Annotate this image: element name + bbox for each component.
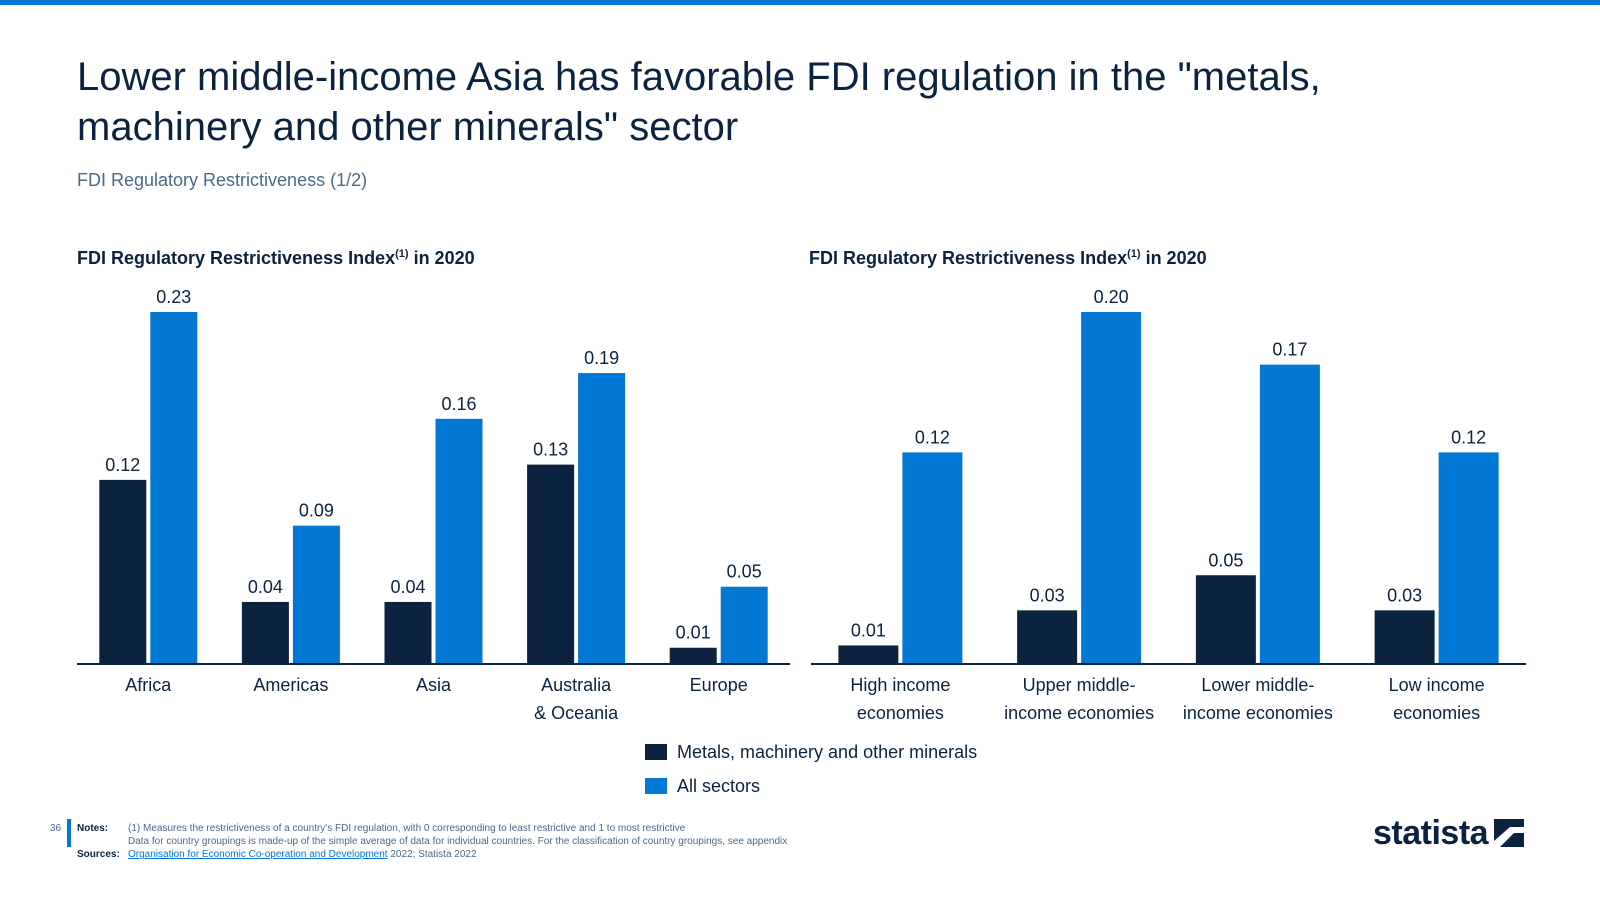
bar-chart0-s1-c1 bbox=[292, 525, 340, 663]
category-label-chart1-c3-l0: Low income bbox=[1389, 675, 1485, 695]
bar-chart0-s1-c2 bbox=[435, 418, 483, 663]
bar-chart1-s0-c1 bbox=[1017, 610, 1078, 663]
notes-line-1: (1) Measures the restrictiveness of a co… bbox=[128, 823, 686, 834]
data-label-chart0-s1-c3: 0.19 bbox=[584, 348, 619, 368]
data-label-chart0-s1-c4: 0.05 bbox=[727, 562, 762, 582]
bar-chart0-s0-c2 bbox=[384, 601, 432, 663]
data-label-chart0-s1-c1: 0.09 bbox=[299, 501, 334, 521]
chart-legend: Metals, machinery and other minerals All… bbox=[645, 735, 977, 803]
data-label-chart0-s1-c2: 0.16 bbox=[441, 394, 476, 414]
notes-label: Notes: bbox=[77, 823, 109, 834]
bar-chart0-s1-c4 bbox=[720, 586, 768, 663]
chart-right-title-text: FDI Regulatory Restrictiveness Index bbox=[809, 248, 1128, 268]
category-label-chart1-c0-l1: economies bbox=[857, 703, 944, 723]
bar-chart1-s1-c2 bbox=[1259, 364, 1320, 663]
legend-item-metals: Metals, machinery and other minerals bbox=[645, 735, 977, 769]
sources-link[interactable]: Organisation for Economic Co-operation a… bbox=[128, 849, 388, 860]
data-label-chart0-s0-c2: 0.04 bbox=[390, 577, 425, 597]
chart-right-title-sup: (1) bbox=[1127, 248, 1141, 260]
legend-swatch-all-sectors bbox=[645, 778, 667, 794]
data-label-chart1-s1-c2: 0.17 bbox=[1272, 340, 1307, 360]
notes-line-2: Data for country groupings is made-up of… bbox=[128, 836, 788, 847]
category-label-chart1-c0-l0: High income bbox=[850, 675, 950, 695]
category-label-chart0-c3-l0: Australia bbox=[541, 675, 612, 695]
top-accent-bar bbox=[0, 0, 1600, 5]
legend-item-all-sectors: All sectors bbox=[645, 769, 977, 803]
category-label-chart0-c3-l1: & Oceania bbox=[534, 703, 619, 723]
data-label-chart1-s0-c0: 0.01 bbox=[851, 620, 886, 640]
logo-text: statista bbox=[1373, 813, 1489, 852]
category-label-chart0-c0-l0: Africa bbox=[125, 675, 172, 695]
category-label-chart0-c4-l0: Europe bbox=[690, 675, 748, 695]
data-label-chart1-s0-c2: 0.05 bbox=[1208, 550, 1243, 570]
chart-right-title: FDI Regulatory Restrictiveness Index(1) … bbox=[809, 248, 1207, 269]
data-label-chart1-s0-c1: 0.03 bbox=[1030, 585, 1065, 605]
bar-chart0-s0-c0 bbox=[99, 479, 147, 663]
chart-left-title: FDI Regulatory Restrictiveness Index(1) … bbox=[77, 248, 475, 269]
bar-chart1-s1-c0 bbox=[902, 452, 963, 663]
category-label-chart1-c1-l1: income economies bbox=[1004, 703, 1154, 723]
category-label-chart1-c2-l0: Lower middle- bbox=[1201, 675, 1314, 695]
statista-logo-icon bbox=[1494, 819, 1525, 847]
legend-label-all-sectors: All sectors bbox=[677, 775, 761, 796]
bar-chart1-s0-c2 bbox=[1195, 575, 1256, 663]
page-subtitle: FDI Regulatory Restrictiveness (1/2) bbox=[77, 170, 368, 190]
bar-chart1-s0-c3 bbox=[1374, 610, 1435, 663]
bar-chart0-s1-c0 bbox=[150, 312, 198, 663]
footer-accent-bar bbox=[67, 819, 71, 847]
statista-logo[interactable]: statista bbox=[1373, 813, 1525, 853]
data-label-chart1-s1-c3: 0.12 bbox=[1451, 427, 1486, 447]
data-label-chart1-s0-c3: 0.03 bbox=[1387, 585, 1422, 605]
data-label-chart1-s1-c0: 0.12 bbox=[915, 427, 950, 447]
bar-chart0-s1-c3 bbox=[578, 373, 626, 663]
chart-left-title-suffix: in 2020 bbox=[408, 248, 475, 268]
category-label-chart0-c1-l0: Americas bbox=[253, 675, 328, 695]
legend-label-metals: Metals, machinery and other minerals bbox=[677, 741, 978, 762]
legend-swatch-metals bbox=[645, 744, 667, 760]
chart-left-title-text: FDI Regulatory Restrictiveness Index bbox=[77, 248, 396, 268]
chart-left-title-sup: (1) bbox=[395, 248, 409, 260]
sources-label: Sources: bbox=[77, 849, 120, 860]
data-label-chart0-s1-c0: 0.23 bbox=[156, 287, 191, 307]
bar-chart0-s0-c3 bbox=[527, 464, 575, 663]
data-label-chart0-s0-c3: 0.13 bbox=[533, 440, 568, 460]
data-label-chart1-s1-c1: 0.20 bbox=[1094, 287, 1129, 307]
data-label-chart0-s0-c1: 0.04 bbox=[248, 577, 283, 597]
bar-chart1-s1-c1 bbox=[1081, 312, 1142, 663]
bar-chart1-s1-c3 bbox=[1438, 452, 1499, 663]
page-number: 36 bbox=[50, 823, 62, 834]
category-label-chart1-c1-l0: Upper middle- bbox=[1023, 675, 1136, 695]
page-title: Lower middle-income Asia has favorable F… bbox=[77, 55, 1321, 149]
data-label-chart0-s0-c4: 0.01 bbox=[676, 623, 711, 643]
category-label-chart1-c2-l1: income economies bbox=[1183, 703, 1333, 723]
chart-right-title-suffix: in 2020 bbox=[1140, 248, 1207, 268]
bar-chart0-s0-c4 bbox=[669, 647, 717, 663]
data-label-chart0-s0-c0: 0.12 bbox=[105, 455, 140, 475]
footer-notes: Notes: (1) Measures the restrictiveness … bbox=[77, 822, 787, 861]
bar-chart0-s0-c1 bbox=[241, 601, 289, 663]
sources-rest: 2022; Statista 2022 bbox=[387, 849, 477, 860]
bar-chart1-s0-c0 bbox=[838, 645, 899, 663]
category-label-chart0-c2-l0: Asia bbox=[416, 675, 452, 695]
category-label-chart1-c3-l1: economies bbox=[1393, 703, 1480, 723]
